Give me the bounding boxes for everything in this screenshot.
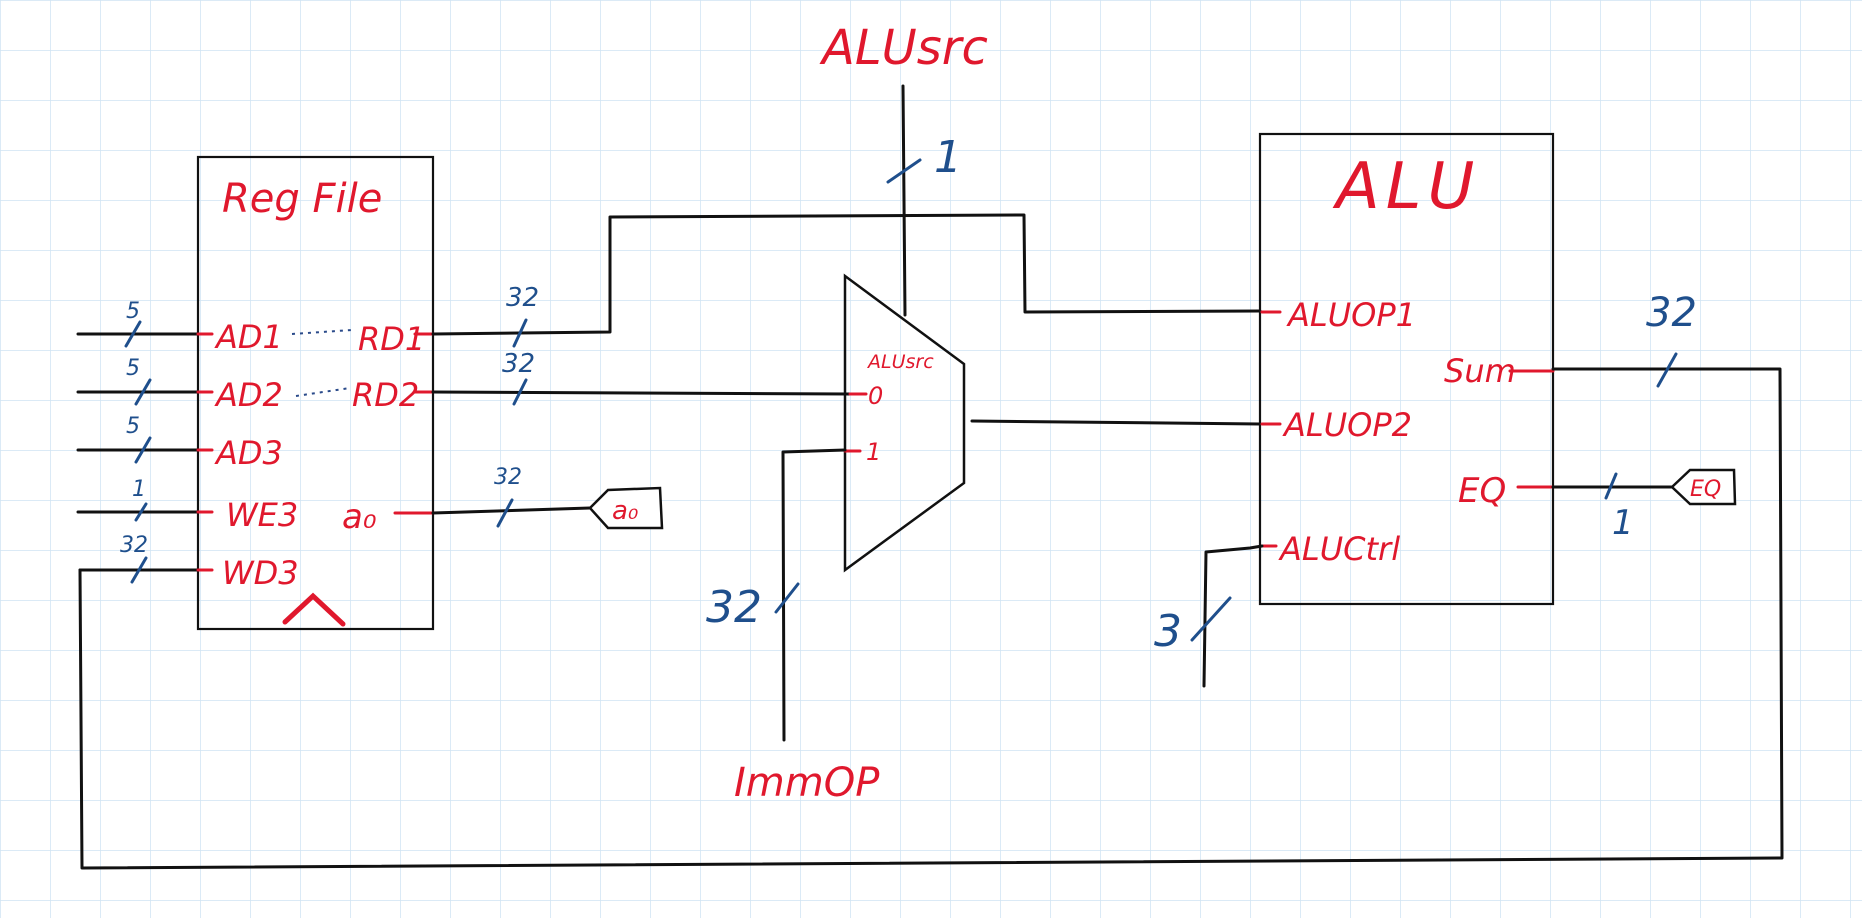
register-file-title: Reg File (222, 176, 382, 222)
register-file: Reg File 5 AD1 5 AD2 5 AD3 (76, 155, 435, 631)
eq-width-label: 1 (1612, 503, 1634, 543)
alusrc-control-wire (901, 84, 907, 317)
rd2-to-mux-wire (431, 390, 852, 396)
alusrc-signal-label: ALUsrc (819, 20, 988, 76)
regfile-input-wd3: 32 WD3 (78, 533, 299, 592)
aluctrl-label: ALUCtrl (1278, 530, 1400, 568)
aluop2-label: ALUOP2 (1282, 406, 1412, 444)
wd3-label: WD3 (222, 554, 299, 592)
sum-label: Sum (1444, 352, 1516, 390)
alu-title: ALU (1332, 150, 1480, 224)
rd2-label: RD2 (352, 376, 419, 414)
alusrc-width-tick (886, 158, 922, 184)
ad2-label: AD2 (214, 376, 283, 414)
alusrc-mux: ALUsrc 0 1 (843, 273, 966, 573)
eq-width-tick (1604, 472, 1618, 500)
aluctrl-width-label: 3 (1154, 606, 1182, 657)
immop-width-tick (774, 582, 800, 614)
immop-width-label: 32 (706, 582, 762, 633)
regfile-output-rd1: RD1 (291, 320, 435, 358)
sum-feedback-wire (78, 367, 1784, 870)
regfile-input-ad1: 5 AD1 (76, 299, 283, 356)
aluop1-label: ALUOP1 (1286, 296, 1416, 334)
sum-width-label: 32 (1646, 290, 1697, 336)
a0-label: a₀ (342, 497, 377, 537)
mux-to-aluop2-wire (970, 419, 1262, 426)
we3-label: WE3 (226, 496, 298, 534)
we3-width-label: 1 (132, 477, 146, 502)
ad1-label: AD1 (214, 318, 283, 356)
eq-label: EQ (1458, 471, 1506, 511)
a0-width-tick (496, 498, 514, 528)
regfile-output-rd2: RD2 (295, 376, 435, 414)
rd1-label: RD1 (358, 320, 425, 358)
regfile-input-ad3: 5 AD3 (76, 414, 283, 472)
rd2-width-tick (512, 378, 528, 406)
regfile-input-we3: 1 WE3 (76, 477, 298, 534)
mux-trapezoid (843, 273, 966, 573)
alu-block: ALU ALUOP1 ALUOP2 ALUCtrl Sum EQ (1258, 132, 1555, 606)
ad2-width-label: 5 (126, 356, 140, 381)
rd1-width-tick (512, 318, 528, 348)
a0-width-label: 32 (494, 465, 522, 490)
eq-output-port (1670, 468, 1737, 506)
aluctrl-input-wire (1202, 544, 1264, 688)
wd3-width-label: 32 (120, 533, 148, 558)
a0-output-wire (431, 506, 592, 515)
ad1-width-label: 5 (126, 299, 140, 324)
immop-to-mux-wire (781, 448, 847, 742)
ad3-width-label: 5 (126, 414, 140, 439)
aluctrl-width-tick (1190, 596, 1232, 642)
mux-input-1-label: 1 (866, 438, 881, 466)
clock-triangle-icon (282, 592, 346, 627)
sum-width-tick (1656, 352, 1678, 388)
rd2-width-label: 32 (502, 349, 535, 379)
ad3-label: AD3 (214, 434, 283, 472)
eq-port-label: EQ (1690, 477, 1721, 502)
alusrc-width-label: 1 (934, 132, 962, 183)
immop-signal-label: ImmOP (734, 760, 880, 806)
mux-input-0-label: 0 (868, 382, 883, 410)
regfile-input-ad2: 5 AD2 (76, 356, 283, 414)
rd1-to-aluop1-wire (431, 213, 1262, 336)
rd1-width-label: 32 (506, 283, 539, 313)
a0-output-port (588, 486, 664, 530)
regfile-output-a0: a₀ (342, 497, 435, 537)
a0-port-label: a₀ (612, 496, 639, 526)
mux-select-label: ALUsrc (866, 351, 934, 373)
